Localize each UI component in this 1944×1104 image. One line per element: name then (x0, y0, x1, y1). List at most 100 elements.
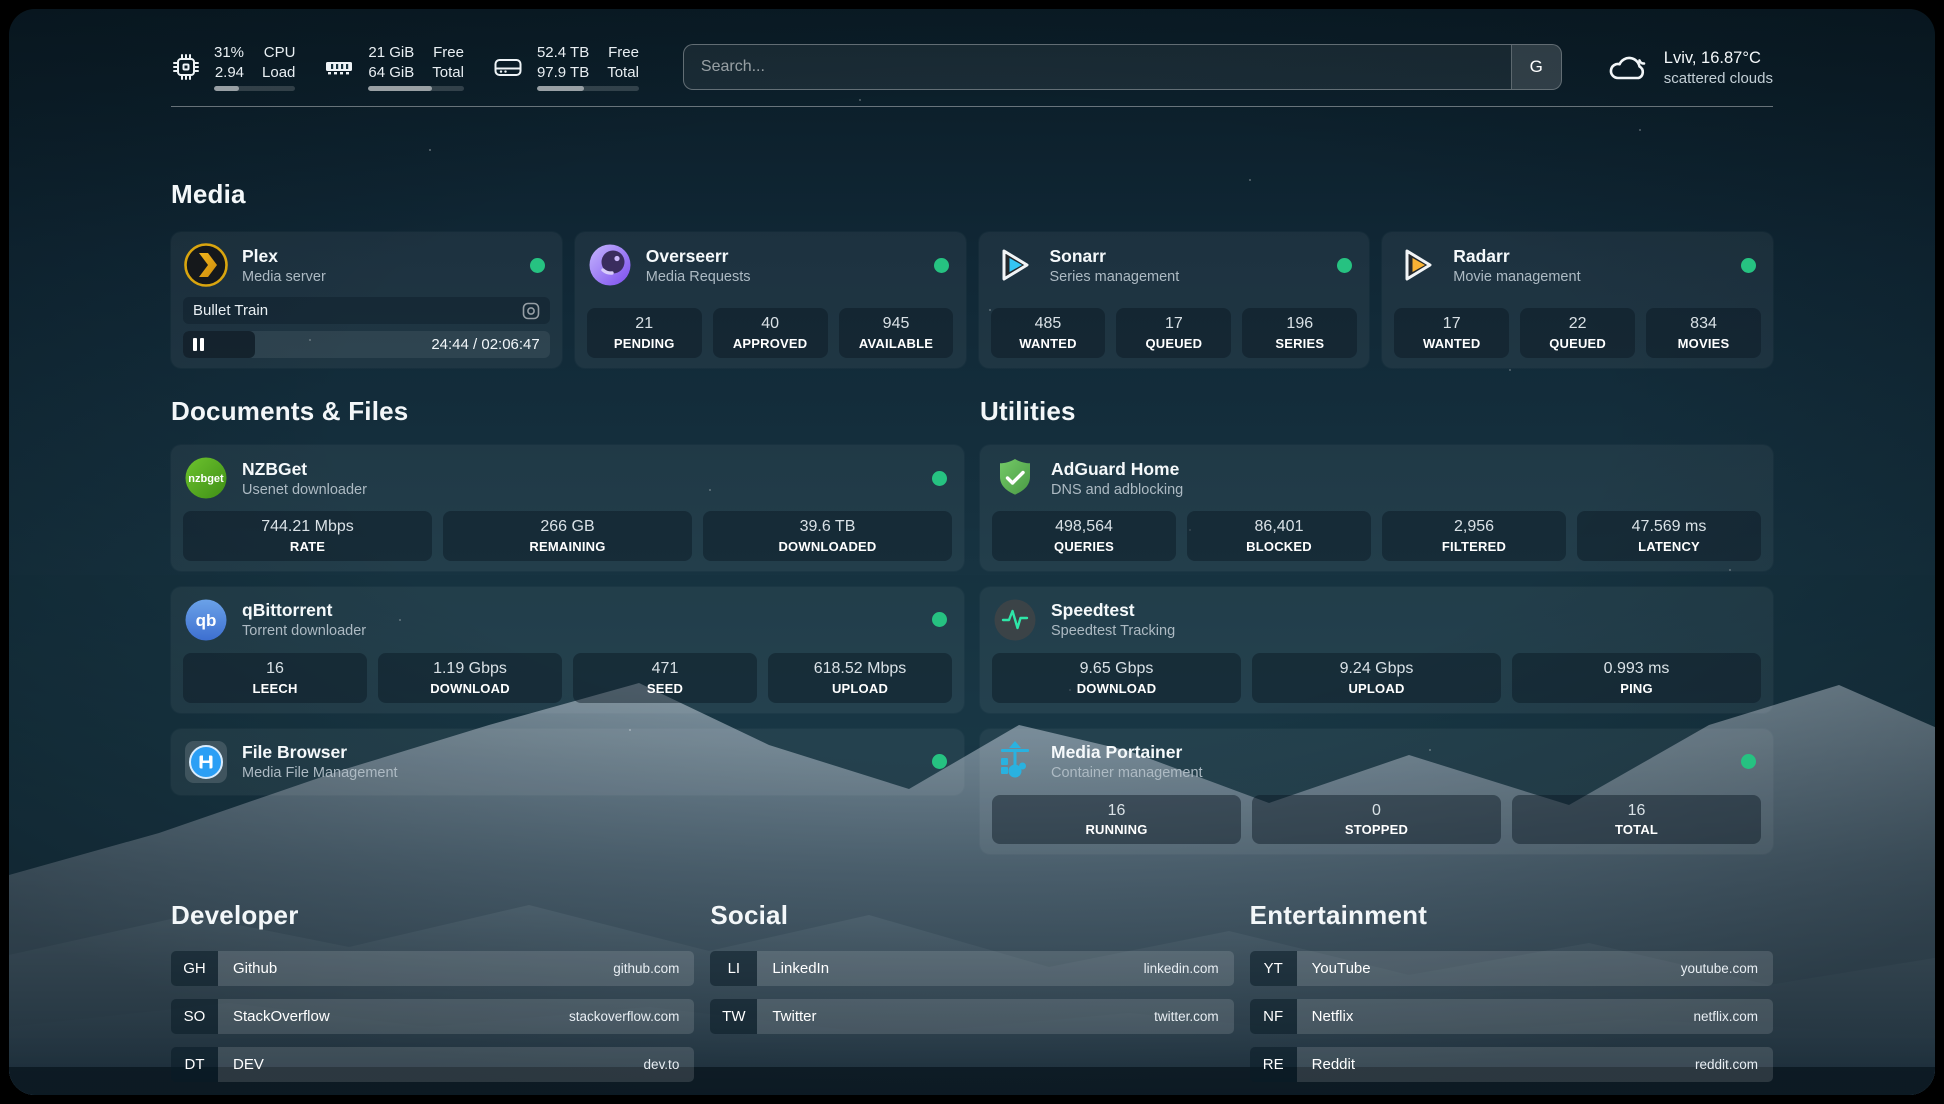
cpu-label-2: Load (262, 63, 296, 81)
nzbget-icon: nzbget (183, 455, 229, 501)
bookmark-name: YouTube (1311, 960, 1371, 978)
memory-label-2: Total (432, 63, 464, 81)
stat-wanted: 485 WANTED (990, 308, 1106, 358)
weather-widget: Lviv, 16.87°C scattered clouds (1606, 47, 1773, 87)
status-badge (1741, 754, 1756, 770)
status-badge (1741, 257, 1756, 273)
service-card-sonarr[interactable]: Sonarr Series management 485 WANTED 17 Q… (978, 232, 1370, 368)
plex-progress-bar[interactable]: 24:44 / 02:06:47 (183, 331, 550, 358)
plex-now-playing: Bullet Train (183, 297, 550, 324)
top-bar: 31% 2.94 CPU Load (171, 9, 1773, 91)
stat-ping: 0.993 ms PING (1512, 652, 1761, 703)
stat-running: 16 RUNNING (992, 794, 1241, 845)
plex-cast-icon[interactable] (522, 302, 540, 320)
bookmark-url: reddit.com (1694, 1057, 1758, 1073)
overseerr-icon (587, 242, 633, 288)
bookmark-name: Twitter (772, 1008, 817, 1026)
memory-progress-bar (368, 86, 464, 91)
status-badge (932, 470, 947, 486)
cloud-icon (1606, 47, 1650, 87)
portainer-icon (992, 739, 1038, 785)
section-heading-entertainment: Entertainment (1249, 900, 1428, 931)
svg-text:nzbget: nzbget (188, 473, 224, 485)
service-card-qbittorrent[interactable]: qb qBittorrent Torrent downloader 16 LEE… (171, 586, 964, 713)
stat-upload: 9.24 Gbps UPLOAD (1252, 652, 1501, 703)
disk-total: 97.9 TB (536, 63, 590, 81)
stat-seed: 471 SEED (573, 652, 757, 703)
bookmark-url: youtube.com (1680, 961, 1758, 977)
service-card-adguard[interactable]: AdGuard Home DNS and adblocking 498,564 … (980, 445, 1773, 571)
bookmark-abbr: NF (1249, 999, 1297, 1035)
service-card-nzbget[interactable]: nzbget NZBGet Usenet downloader 744.21 M… (171, 445, 964, 571)
stat-upload: 618.52 Mbps UPLOAD (768, 652, 952, 703)
cpu-label-1: CPU (263, 44, 296, 61)
bookmark-group-developer: Developer GH Github github.com SO StackO… (171, 900, 695, 1095)
status-badge (932, 612, 947, 628)
bookmark-netflix[interactable]: NF Netflix netflix.com (1249, 999, 1773, 1035)
memory-icon (323, 52, 355, 82)
bookmark-group-entertainment: Entertainment YT YouTube youtube.com NF … (1249, 900, 1773, 1095)
stat-available: 945 AVAILABLE (838, 308, 954, 358)
service-card-filebrowser[interactable]: File Browser Media File Management (171, 728, 964, 795)
bookmark-url: twitter.com (1154, 1009, 1219, 1025)
cpu-widget: 31% 2.94 CPU Load (171, 43, 296, 91)
section-heading-documents: Documents & Files (171, 396, 409, 426)
stat-blocked: 86,401 BLOCKED (1187, 511, 1371, 561)
bookmark-url: github.com (613, 961, 680, 977)
stat-approved: 40 APPROVED (712, 308, 828, 358)
stat-latency: 47.569 ms LATENCY (1577, 511, 1761, 561)
bookmark-linkedin[interactable]: LI LinkedIn linkedin.com (710, 951, 1234, 987)
bookmark-github[interactable]: GH Github github.com (171, 951, 695, 987)
section-heading-social: Social (710, 900, 789, 931)
stat-download: 9.65 Gbps DOWNLOAD (992, 652, 1241, 703)
card-title: Media Portainer (1051, 742, 1183, 763)
bookmark-url: stackoverflow.com (569, 1009, 680, 1025)
bookmark-twitter[interactable]: TW Twitter twitter.com (710, 999, 1234, 1035)
bookmark-reddit[interactable]: RE Reddit reddit.com (1249, 1047, 1773, 1083)
service-card-overseerr[interactable]: Overseerr Media Requests 21 PENDING 40 A… (574, 232, 966, 368)
disk-label-2: Total (607, 63, 639, 81)
service-card-portainer[interactable]: Media Portainer Container management 16 … (980, 728, 1773, 855)
stat-queries: 498,564 QUERIES (992, 511, 1176, 561)
bookmark-name: Netflix (1311, 1008, 1354, 1026)
disk-free: 52.4 TB (536, 44, 590, 61)
card-subtitle: DNS and adblocking (1051, 481, 1184, 498)
search-provider-button[interactable]: G (1510, 45, 1561, 89)
bookmark-stackoverflow[interactable]: SO StackOverflow stackoverflow.com (171, 999, 695, 1035)
stat-remaining: 266 GB REMAINING (443, 511, 692, 561)
bookmark-url: netflix.com (1693, 1009, 1758, 1025)
section-heading-developer: Developer (171, 900, 299, 931)
bookmark-dev[interactable]: DT DEV dev.to (171, 1047, 695, 1083)
cpu-progress-bar (214, 86, 296, 91)
memory-widget: 21 GiB 64 GiB Free Total (323, 43, 464, 91)
memory-label-1: Free (433, 44, 464, 61)
status-badge (933, 257, 949, 273)
search-input[interactable] (683, 45, 1511, 89)
plex-time-display: 24:44 / 02:06:47 (431, 336, 540, 353)
disk-label-1: Free (608, 44, 639, 61)
stat-movies: 834 MOVIES (1646, 308, 1761, 358)
qbittorrent-icon: qb (183, 597, 229, 643)
service-card-speedtest[interactable]: Speedtest Speedtest Tracking 9.65 Gbps D… (980, 586, 1773, 713)
stat-queued: 22 QUEUED (1520, 308, 1636, 358)
pause-icon[interactable] (193, 338, 204, 351)
disk-widget: 52.4 TB 97.9 TB Free Total (492, 43, 639, 91)
plex-icon (183, 242, 229, 288)
stat-leech: 16 LEECH (183, 652, 367, 703)
bookmark-youtube[interactable]: YT YouTube youtube.com (1249, 951, 1773, 987)
bookmark-name: Reddit (1311, 1056, 1356, 1074)
stat-rate: 744.21 Mbps RATE (183, 511, 432, 561)
status-badge (529, 257, 545, 273)
service-card-plex[interactable]: Plex Media server Bullet Train (171, 232, 562, 368)
bookmark-abbr: RE (1249, 1047, 1297, 1083)
service-card-radarr[interactable]: Radarr Movie management 17 WANTED 22 QUE… (1382, 232, 1773, 368)
dashboard-frame: 31% 2.94 CPU Load (9, 9, 1935, 1095)
card-subtitle: Movie management (1453, 268, 1581, 285)
bookmark-url: dev.to (643, 1057, 680, 1073)
card-title: Overseerr (645, 245, 729, 266)
snow-specks (9, 9, 11, 11)
section-utilities: Utilities AdGuard (980, 396, 1773, 855)
adguard-icon (992, 455, 1038, 501)
status-badge (932, 754, 947, 770)
stat-wanted: 17 WANTED (1394, 308, 1510, 358)
